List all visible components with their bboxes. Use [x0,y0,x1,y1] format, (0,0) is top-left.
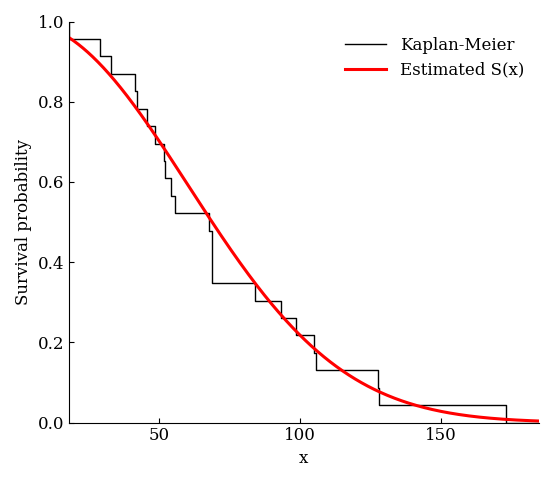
Kaplan-Meier [108,54,115,59]
Kaplan-Meier [132,71,138,77]
Kaplan-Meier [65,19,72,25]
Kaplan-Meier [161,141,168,147]
Kaplan-Meier [376,385,382,390]
Kaplan-Meier [252,280,259,286]
Kaplan-Meier [293,333,299,338]
Kaplan-Meier [96,36,103,42]
Kaplan-Meier [172,193,178,199]
Line: Kaplan-Meier: Kaplan-Meier [69,22,539,423]
Kaplan-Meier [208,263,215,268]
Kaplan-Meier [134,106,140,112]
Estimated S(x) [278,313,285,319]
Kaplan-Meier [376,402,382,408]
Kaplan-Meier [277,297,284,303]
X-axis label: x: x [299,450,309,467]
Kaplan-Meier [206,211,213,216]
Kaplan-Meier [161,175,168,181]
Kaplan-Meier [161,158,168,164]
Kaplan-Meier [277,315,284,321]
Kaplan-Meier [503,402,510,408]
Y-axis label: Survival probability: Survival probability [15,139,32,305]
Kaplan-Meier [375,367,382,373]
Kaplan-Meier [293,315,299,321]
Legend: Kaplan-Meier, Estimated S(x): Kaplan-Meier, Estimated S(x) [338,30,531,85]
Kaplan-Meier [313,367,320,373]
Kaplan-Meier [503,420,510,426]
Estimated S(x) [379,390,386,396]
Kaplan-Meier [172,211,178,216]
Kaplan-Meier [65,36,72,42]
Kaplan-Meier [252,297,259,303]
Kaplan-Meier [313,350,320,356]
Kaplan-Meier [206,228,213,234]
Kaplan-Meier [161,158,168,164]
Kaplan-Meier [108,71,115,77]
Kaplan-Meier [209,263,216,268]
Kaplan-Meier [152,141,158,147]
Estimated S(x) [342,370,349,376]
Estimated S(x) [419,404,426,410]
Kaplan-Meier [143,106,150,112]
Kaplan-Meier [143,123,150,129]
Kaplan-Meier [209,280,216,286]
Kaplan-Meier [208,228,215,234]
Kaplan-Meier [311,350,317,356]
Kaplan-Meier [96,54,103,59]
Estimated S(x) [187,185,193,191]
Kaplan-Meier [132,88,138,94]
Kaplan-Meier [536,420,542,426]
Kaplan-Meier [311,333,317,338]
Estimated S(x) [149,128,156,134]
Kaplan-Meier [152,123,158,129]
Kaplan-Meier [167,193,174,199]
Estimated S(x) [65,35,72,40]
Line: Estimated S(x): Estimated S(x) [69,38,539,421]
Kaplan-Meier [375,385,382,390]
Kaplan-Meier [167,175,174,181]
Kaplan-Meier [65,19,72,25]
Kaplan-Meier [134,88,140,94]
Estimated S(x) [536,418,542,424]
